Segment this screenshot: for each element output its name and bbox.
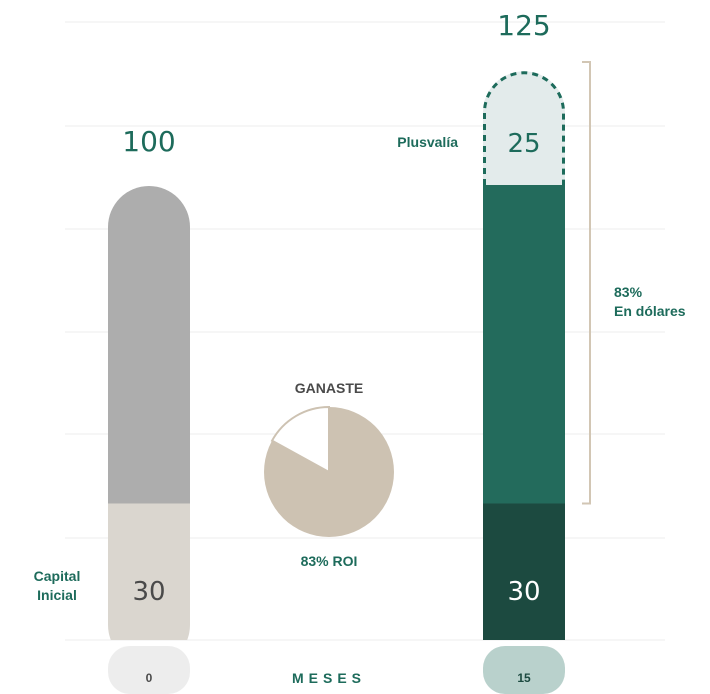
pie-title: GANASTE — [295, 380, 363, 396]
bar-15-segment-growth — [483, 185, 565, 504]
bar-month-15 — [483, 71, 565, 640]
bracket-text: En dólares — [614, 303, 686, 319]
bar-15-plusvalia-outline — [483, 71, 565, 185]
roi-pie-chart — [264, 405, 394, 537]
x-axis-label: MESES — [292, 670, 366, 686]
bar-15-segment-capital — [483, 503, 565, 640]
pie-label: 83% ROI — [301, 553, 358, 569]
plusvalia-label: Plusvalía — [397, 134, 458, 150]
x-axis: 0 15 MESES — [108, 646, 565, 694]
capital-label-line2: Inicial — [37, 587, 77, 603]
x-tick-0: 0 — [146, 671, 153, 685]
bracket-83-percent — [582, 61, 591, 505]
bar-15-segment-plusvalia — [483, 71, 565, 185]
bracket-percent: 83% — [614, 284, 643, 300]
bar-0-segment-rest — [108, 186, 190, 504]
pie-slice-remainder — [270, 405, 330, 474]
bar-month-0 — [108, 186, 190, 640]
capital-label-line1: Capital — [34, 568, 81, 584]
x-tick-15: 15 — [517, 671, 531, 685]
total-label-bar-0: 100 — [122, 125, 175, 158]
bar-0-segment-capital — [108, 503, 190, 640]
total-label-bar-15: 125 — [497, 9, 550, 42]
segment-label-capital-bar-0: 30 — [132, 577, 165, 607]
segment-label-plusvalia-value: 25 — [507, 129, 540, 159]
segment-label-capital-bar-15: 30 — [507, 577, 540, 607]
